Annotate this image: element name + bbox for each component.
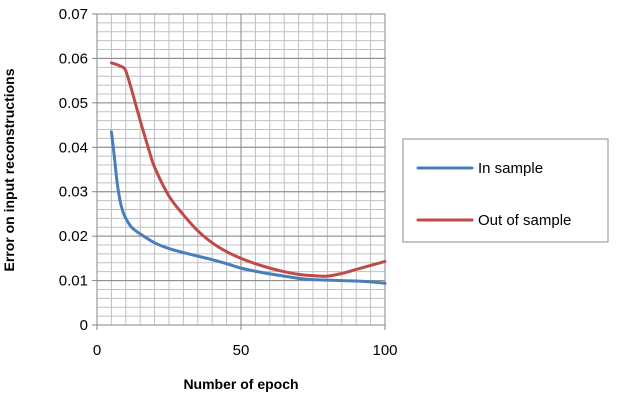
y-axis-title: Error on input reconstructions xyxy=(1,68,17,271)
x-axis-ticks: 0 50 100 xyxy=(93,325,398,359)
y-tick-label: 0 xyxy=(80,317,88,334)
legend-label-in-sample: In sample xyxy=(478,160,543,177)
y-tick-label: 0.07 xyxy=(59,6,88,23)
series-line-out-of-sample xyxy=(109,61,387,278)
y-axis-ticks: 0 0.01 0.02 0.03 0.04 0.05 0.06 0.07 xyxy=(59,6,97,334)
y-tick-label: 0.04 xyxy=(59,139,88,156)
y-tick-label: 0.02 xyxy=(59,228,88,245)
legend-box xyxy=(402,138,609,243)
x-tick-label: 100 xyxy=(372,342,397,359)
legend: In sample Out of sample xyxy=(402,138,609,243)
y-tick-label: 0.01 xyxy=(59,273,88,290)
series-line-in-sample xyxy=(109,130,387,285)
y-tick-label: 0.06 xyxy=(59,50,88,67)
legend-label-out-of-sample: Out of sample xyxy=(478,212,571,229)
x-axis-title: Number of epoch xyxy=(183,376,298,392)
x-tick-label: 50 xyxy=(233,342,250,359)
y-tick-label: 0.05 xyxy=(59,95,88,112)
series-lines xyxy=(109,61,387,285)
x-tick-label: 0 xyxy=(93,342,101,359)
y-tick-label: 0.03 xyxy=(59,184,88,201)
